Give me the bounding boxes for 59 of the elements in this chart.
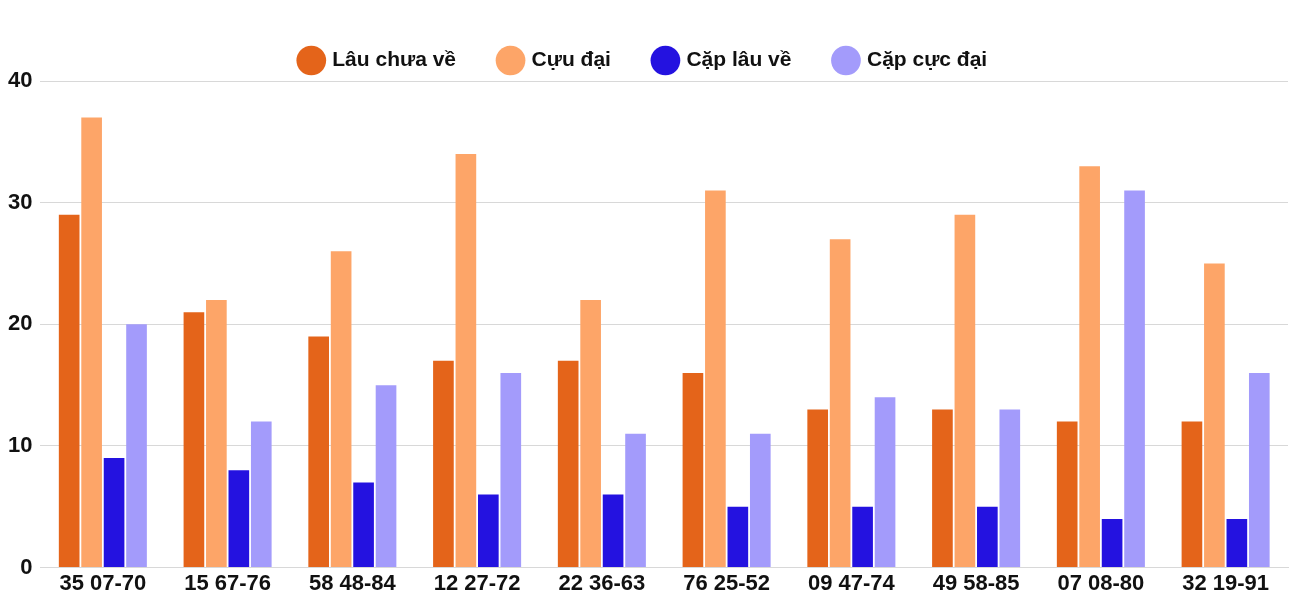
legend-label: Cặp cực đại	[866, 47, 988, 71]
bar	[1248, 372, 1270, 568]
bar	[126, 324, 147, 568]
bar	[353, 482, 374, 568]
x-tick-label: 58 48-84	[308, 569, 397, 595]
x-tick-label: 15 67-76	[184, 569, 272, 595]
bar	[874, 397, 896, 568]
bar	[1056, 421, 1078, 568]
bar	[727, 506, 749, 568]
bar	[1226, 518, 1248, 568]
bar	[58, 214, 80, 568]
x-tick-label: 09 47-74	[807, 569, 896, 595]
bar	[455, 153, 477, 568]
bar	[807, 409, 829, 568]
legend-label: Lâu chưa về	[332, 47, 457, 71]
y-tick-label: 30	[7, 188, 33, 214]
bar	[682, 372, 704, 568]
bar	[999, 409, 1021, 568]
y-tick-label: 0	[20, 553, 33, 579]
bar	[602, 494, 624, 568]
bar	[228, 470, 250, 568]
y-tick-label: 40	[7, 67, 33, 93]
bar	[932, 409, 953, 568]
bar	[852, 506, 873, 568]
x-tick-label: 49 58-85	[932, 569, 1020, 595]
bar	[250, 421, 272, 568]
x-tick-label: 22 36-63	[558, 569, 646, 595]
bar	[580, 299, 601, 568]
y-tick-label: 10	[7, 432, 33, 458]
bar	[625, 433, 646, 568]
bar	[330, 251, 352, 568]
bar	[206, 299, 227, 568]
bar	[1101, 518, 1123, 568]
x-tick-label: 35 07-70	[59, 569, 147, 595]
bar	[81, 117, 102, 568]
bar	[557, 360, 579, 568]
bar	[1204, 263, 1225, 568]
bar	[954, 214, 976, 568]
x-tick-label: 76 25-52	[683, 569, 771, 595]
bar	[977, 506, 998, 568]
x-tick-label: 12 27-72	[433, 569, 521, 595]
bar	[829, 239, 851, 568]
bar	[183, 312, 205, 568]
legend-label: Cựu đại	[531, 47, 611, 71]
y-tick-label: 20	[7, 310, 33, 336]
bar	[500, 372, 522, 568]
bar	[1079, 166, 1100, 568]
legend-label: Cặp lâu về	[686, 47, 792, 71]
bar	[705, 190, 726, 568]
bar	[103, 458, 125, 568]
bar	[478, 494, 499, 568]
bar	[749, 433, 771, 568]
x-tick-label: 32 19-91	[1182, 569, 1270, 595]
bar	[308, 336, 329, 568]
bar	[433, 360, 454, 568]
bar	[1181, 421, 1203, 568]
bar	[1124, 190, 1145, 568]
bar	[375, 385, 397, 568]
x-tick-label: 07 08-80	[1057, 569, 1145, 595]
